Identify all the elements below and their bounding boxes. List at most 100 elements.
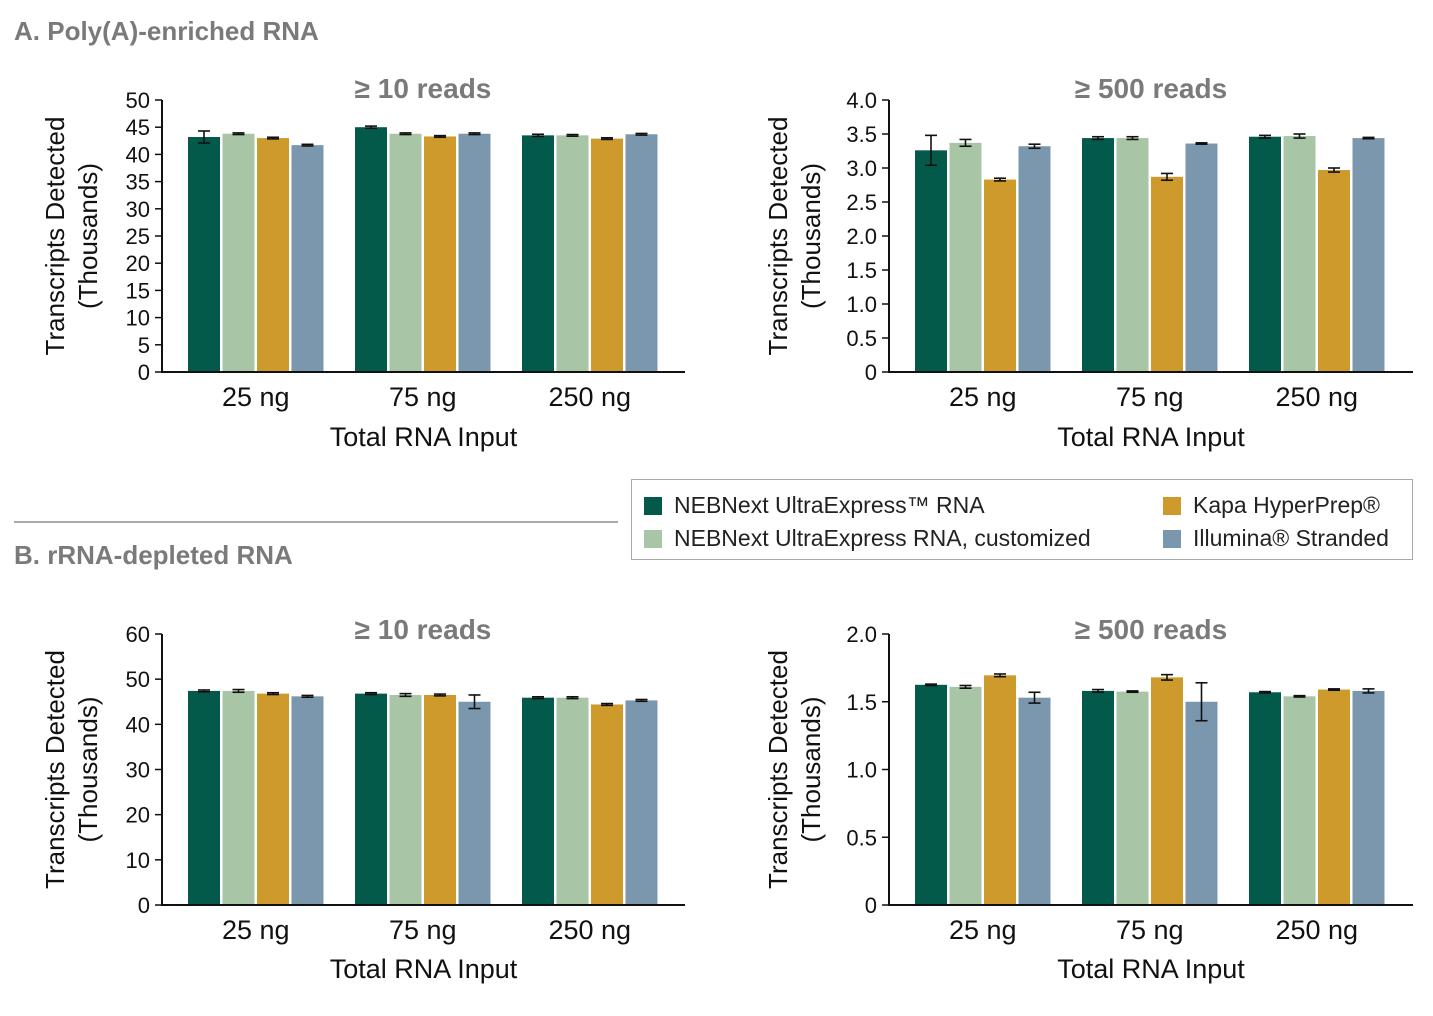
- y-tick-label: 0.5: [846, 326, 877, 351]
- x-tick-label: 75 ng: [1116, 382, 1184, 412]
- x-tick-label: 25 ng: [949, 382, 1017, 412]
- y-tick-label: 0: [138, 360, 150, 385]
- bar: [424, 694, 456, 905]
- x-tick-label: 250 ng: [1275, 382, 1358, 412]
- y-tick-label: 0: [865, 893, 877, 918]
- legend-label: Kapa HyperPrep®: [1193, 492, 1380, 518]
- y-tick-label: 10: [126, 306, 150, 331]
- bar: [257, 693, 289, 905]
- bar: [1018, 146, 1051, 372]
- bar: [984, 179, 1016, 372]
- x-axis-label: Total RNA Input: [1057, 954, 1245, 984]
- bar: [291, 696, 324, 905]
- x-tick-label: 25 ng: [222, 915, 290, 945]
- legend: NEBNext UltraExpress™ RNA NEBNext UltraE…: [631, 479, 1413, 560]
- y-tick-label: 4.0: [846, 88, 877, 113]
- y-tick-label: 20: [126, 251, 150, 276]
- y-axis-label-units: (Thousands): [73, 163, 103, 309]
- x-tick-label: 25 ng: [222, 382, 290, 412]
- y-axis-label-units: (Thousands): [796, 697, 826, 843]
- bar: [1249, 692, 1281, 905]
- bar: [949, 686, 982, 905]
- y-tick-label: 1.0: [846, 292, 877, 317]
- y-tick-label: 0: [865, 360, 877, 385]
- bar: [1151, 677, 1183, 905]
- chart-title: ≥ 10 reads: [355, 73, 492, 104]
- bar: [458, 133, 491, 372]
- bar: [1018, 697, 1051, 905]
- y-tick-label: 40: [126, 712, 150, 737]
- bar: [458, 701, 491, 905]
- bar: [1283, 136, 1316, 372]
- y-tick-label: 25: [126, 224, 150, 249]
- bar: [915, 684, 947, 905]
- y-tick-label: 2.0: [846, 622, 877, 647]
- chart-b10: ≥ 10 reads 0 10 20 30 40 50 60 25 ng 75 ng 250 ng T…: [40, 614, 685, 984]
- y-tick-label: 3.5: [846, 122, 877, 147]
- bar: [1249, 136, 1281, 372]
- bar: [291, 145, 324, 372]
- bar: [1185, 143, 1218, 372]
- bar: [591, 138, 623, 372]
- bar: [1283, 696, 1316, 905]
- bar: [355, 127, 387, 372]
- legend-item-ultraexpress: NEBNext UltraExpress™ RNA: [644, 492, 985, 519]
- x-tick-label: 75 ng: [389, 382, 457, 412]
- legend-swatch-ultraexpress-customized: [644, 529, 662, 548]
- y-tick-label: 50: [126, 667, 150, 692]
- y-tick-label: 2.0: [846, 224, 877, 249]
- y-axis-label-units: (Thousands): [796, 163, 826, 309]
- bar: [188, 136, 220, 372]
- section-a-title: A. Poly(A)-enriched RNA: [14, 16, 319, 46]
- y-tick-label: 0: [138, 893, 150, 918]
- x-axis-label: Total RNA Input: [330, 422, 518, 452]
- legend-item-kapa: Kapa HyperPrep®: [1163, 492, 1380, 519]
- legend-label: Illumina® Stranded: [1193, 525, 1389, 551]
- x-tick-label: 75 ng: [1116, 915, 1184, 945]
- chart-a500: ≥ 500 reads 0 0.5 1.0 1.5 2.0 2.5 3.0 3.5 4.0 25 n…: [763, 73, 1413, 452]
- bar: [591, 704, 623, 905]
- y-tick-label: 20: [126, 803, 150, 828]
- x-tick-label: 250 ng: [548, 382, 631, 412]
- bar: [424, 136, 456, 372]
- x-axis-label: Total RNA Input: [330, 954, 518, 984]
- y-tick-label: 1.5: [846, 690, 877, 715]
- legend-item-ultraexpress-customized: NEBNext UltraExpress RNA, customized: [644, 525, 1091, 552]
- bar: [1318, 689, 1350, 905]
- legend-swatch-ultraexpress: [644, 496, 662, 515]
- x-tick-label: 75 ng: [389, 915, 457, 945]
- bar: [1318, 170, 1350, 372]
- bar: [257, 138, 289, 372]
- y-tick-label: 30: [126, 197, 150, 222]
- y-axis-label: Transcripts Detected: [40, 117, 70, 356]
- bar: [625, 134, 658, 372]
- y-tick-label: 1.0: [846, 758, 877, 783]
- x-tick-label: 250 ng: [1275, 915, 1358, 945]
- chart-title: ≥ 500 reads: [1075, 614, 1227, 645]
- y-tick-label: 10: [126, 848, 150, 873]
- legend-swatch-kapa: [1163, 496, 1181, 515]
- y-tick-label: 3.0: [846, 156, 877, 181]
- chart-title: ≥ 10 reads: [355, 614, 492, 645]
- y-tick-label: 50: [126, 88, 150, 113]
- bar: [389, 133, 422, 372]
- x-tick-label: 25 ng: [949, 915, 1017, 945]
- y-tick-label: 35: [126, 170, 150, 195]
- y-tick-label: 2.5: [846, 190, 877, 215]
- x-axis-label: Total RNA Input: [1057, 422, 1245, 452]
- chart-b500: ≥ 500 reads 0 0.5 1.0 1.5 2.0 25 ng 75 ng 250 ng…: [763, 614, 1413, 984]
- y-axis-label: Transcripts Detected: [763, 650, 793, 889]
- y-tick-label: 40: [126, 142, 150, 167]
- section-b-title: B. rRNA-depleted RNA: [14, 540, 293, 570]
- bar: [522, 697, 554, 905]
- bar: [556, 135, 589, 372]
- bar: [915, 150, 947, 372]
- bar: [222, 133, 255, 372]
- y-tick-label: 0.5: [846, 825, 877, 850]
- y-tick-label: 1.5: [846, 258, 877, 283]
- bar: [1116, 691, 1149, 905]
- bar: [355, 693, 387, 905]
- bar: [1352, 138, 1385, 372]
